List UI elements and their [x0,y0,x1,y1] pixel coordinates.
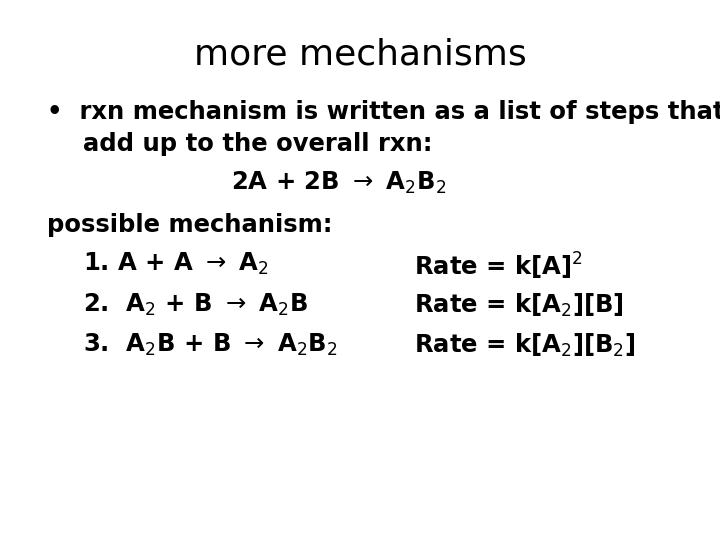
Text: more mechanisms: more mechanisms [194,38,526,72]
Text: Rate = k[A$_2$][B$_2$]: Rate = k[A$_2$][B$_2$] [414,332,635,359]
Text: 1. A + A $\rightarrow$ A$_2$: 1. A + A $\rightarrow$ A$_2$ [83,251,269,278]
Text: •  rxn mechanism is written as a list of steps that: • rxn mechanism is written as a list of … [47,100,720,124]
Text: 2A + 2B $\rightarrow$ A$_2$B$_2$: 2A + 2B $\rightarrow$ A$_2$B$_2$ [231,170,446,197]
Text: add up to the overall rxn:: add up to the overall rxn: [83,132,432,156]
Text: Rate = k[A$_2$][B]: Rate = k[A$_2$][B] [414,292,624,319]
Text: Rate = k[A]$^2$: Rate = k[A]$^2$ [414,251,582,282]
Text: 2.  A$_2$ + B $\rightarrow$ A$_2$B: 2. A$_2$ + B $\rightarrow$ A$_2$B [83,292,308,318]
Text: possible mechanism:: possible mechanism: [47,213,333,237]
Text: 3.  A$_2$B + B $\rightarrow$ A$_2$B$_2$: 3. A$_2$B + B $\rightarrow$ A$_2$B$_2$ [83,332,338,359]
